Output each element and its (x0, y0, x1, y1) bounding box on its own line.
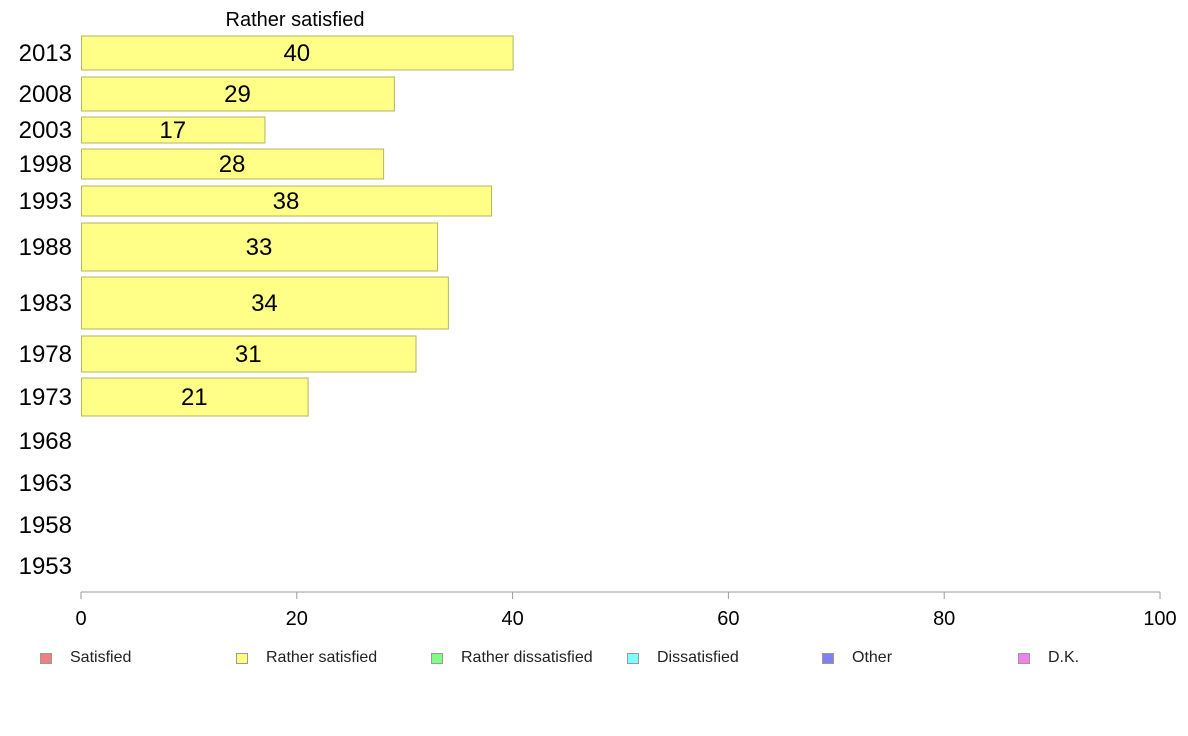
y-tick-label: 2013 (19, 40, 72, 67)
bar (81, 335, 417, 373)
x-tick-label: 20 (286, 608, 308, 630)
y-tick-label: 1953 (19, 553, 72, 580)
legend-item-rather-satisfied: Rather satisfied (236, 646, 377, 670)
x-tick-label: 0 (75, 608, 86, 630)
legend-swatch (627, 652, 639, 664)
legend-swatch (236, 652, 248, 664)
y-tick-label: 1978 (19, 341, 72, 368)
legend-label: D.K. (1048, 649, 1080, 666)
x-tick-label: 60 (717, 608, 739, 630)
bar-value-label: 29 (224, 81, 251, 108)
legend-item-rather-dissatisfied: Rather dissatisfied (431, 646, 593, 670)
x-tick-label: 80 (933, 608, 955, 630)
y-tick-label: 1973 (19, 384, 72, 411)
bar-value-label: 33 (246, 234, 273, 261)
bar (81, 35, 514, 71)
y-tick-label: 1958 (19, 512, 72, 539)
bar-value-label: 17 (159, 117, 186, 144)
y-axis-labels: 2013 2008 2003 1998 1993 1988 1983 1978 1973 1968… (19, 40, 72, 580)
bar (81, 222, 439, 272)
legend-label: Rather dissatisfied (461, 649, 593, 666)
bar (81, 185, 493, 217)
legend-label: Satisfied (70, 649, 132, 666)
bar-value-label: 31 (235, 341, 262, 368)
y-tick-label: 1988 (19, 234, 72, 261)
legend: Satisfied Rather satisfied Rather dissat… (0, 646, 1188, 670)
x-tick-label: 100 (1143, 608, 1176, 630)
legend-label: Dissatisfied (657, 649, 739, 666)
bar-value-label: 38 (273, 188, 300, 215)
legend-item-dk: D.K. (1018, 646, 1079, 670)
bar (81, 116, 266, 144)
legend-item-dissatisfied: Dissatisfied (627, 646, 739, 670)
y-tick-label: 2008 (19, 81, 72, 108)
bar (81, 148, 385, 180)
x-tick-label: 40 (501, 608, 523, 630)
y-tick-label: 2003 (19, 117, 72, 144)
bar (81, 276, 449, 330)
bar (81, 377, 309, 417)
legend-swatch (40, 652, 52, 664)
legend-item-other: Other (822, 646, 892, 670)
y-tick-label: 1983 (19, 290, 72, 317)
legend-swatch (1018, 652, 1030, 664)
y-tick-label: 1993 (19, 188, 72, 215)
legend-label: Rather satisfied (266, 649, 378, 666)
bar-value-label: 34 (251, 290, 278, 317)
legend-item-satisfied: Satisfied (40, 646, 131, 670)
legend-swatch (431, 652, 443, 664)
bar-value-label: 21 (181, 384, 208, 411)
y-tick-label: 1963 (19, 470, 72, 497)
legend-swatch (822, 652, 834, 664)
legend-label: Other (852, 649, 893, 666)
bar-value-label: 40 (283, 40, 310, 67)
chart-title: Rather satisfied (226, 9, 365, 31)
bar (81, 76, 395, 112)
y-tick-label: 1968 (19, 428, 72, 455)
bar-value-label: 28 (219, 151, 246, 178)
x-axis: 0 20 40 60 80 100 (75, 591, 1177, 630)
y-tick-label: 1998 (19, 151, 72, 178)
